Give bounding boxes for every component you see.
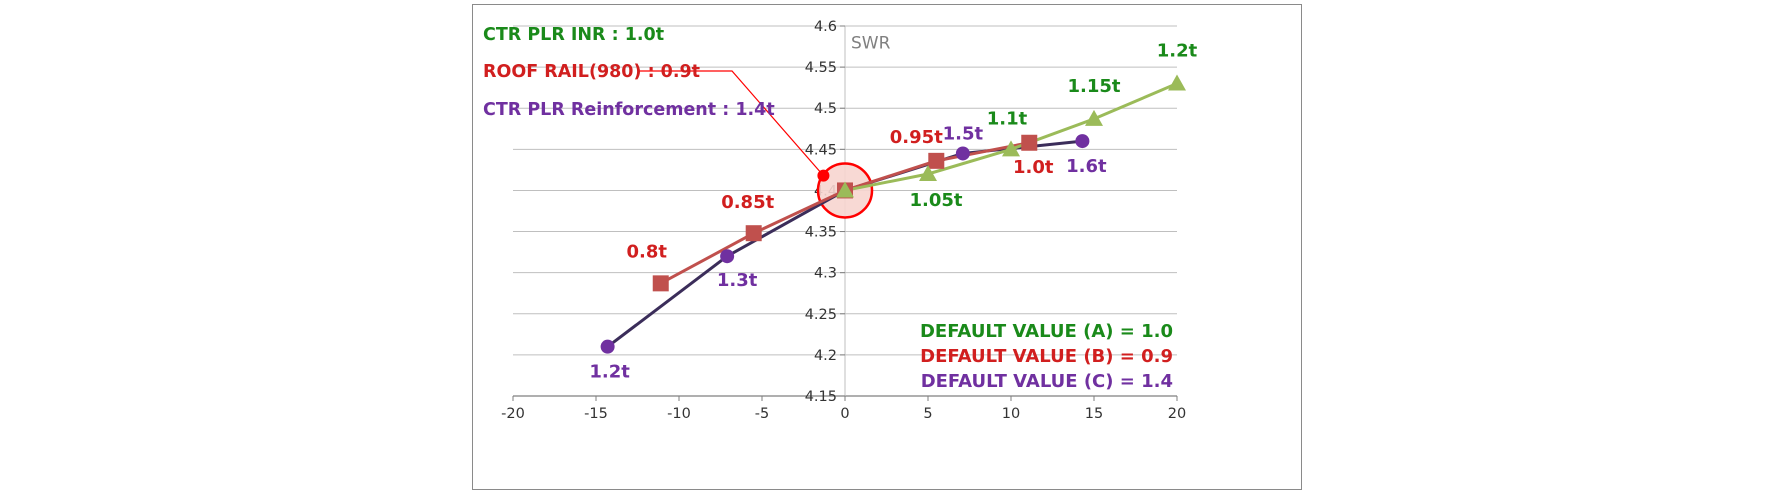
y-tick-label: 4.45	[805, 142, 837, 158]
x-tick-label: 10	[1002, 406, 1020, 422]
point-label: 1.2t	[589, 362, 630, 383]
point-label: 0.85t	[721, 192, 774, 213]
default-value-note: DEFAULT VALUE (C) = 1.4	[921, 371, 1173, 392]
point-label: 1.5t	[943, 123, 984, 144]
data-point-square	[928, 152, 945, 169]
x-tick-label: -10	[667, 406, 691, 422]
legend-entry: CTR PLR INR : 1.0t	[483, 25, 664, 45]
y-tick-label: 4.15	[805, 389, 837, 405]
callout-dot	[817, 169, 830, 182]
x-tick-label: 0	[840, 406, 849, 422]
data-point-square	[745, 225, 762, 242]
legend-entry: ROOF RAIL(980) : 0.9t	[483, 62, 700, 82]
point-label: 0.8t	[626, 241, 667, 262]
y-tick-label: 4.35	[805, 225, 837, 241]
x-tick-label: -20	[501, 406, 525, 422]
point-label: 1.05t	[909, 190, 962, 211]
point-label: 1.1t	[987, 108, 1028, 129]
y-tick-label: 4.5	[814, 101, 837, 117]
y-tick-label: 4.3	[814, 266, 837, 282]
y-axis-title: SWR	[851, 33, 891, 53]
x-tick-label: -15	[584, 406, 608, 422]
x-tick-label: -5	[755, 406, 769, 422]
x-tick-label: 20	[1168, 406, 1186, 422]
point-label: 1.0t	[1013, 157, 1054, 178]
data-point-triangle	[919, 165, 937, 181]
data-point-triangle	[1168, 74, 1186, 91]
data-point-triangle	[1002, 140, 1020, 157]
data-point-triangle	[1085, 109, 1103, 126]
point-label: 1.15t	[1067, 76, 1120, 97]
default-value-note: DEFAULT VALUE (B) = 0.9	[920, 346, 1173, 367]
point-label: 1.6t	[1066, 156, 1107, 177]
chart-frame: -20 -15 -10 -5 0 5 10 15 20 4.15 4.2 4.25 4.3 4.35 4.4…	[472, 4, 1302, 490]
point-label: 1.3t	[717, 270, 758, 291]
x-tick-label: 5	[923, 406, 932, 422]
data-point-square	[1021, 134, 1038, 151]
legend-entry: CTR PLR Reinforcement : 1.4t	[483, 100, 775, 120]
callout-leader-line	[638, 70, 824, 177]
default-value-note: DEFAULT VALUE (A) = 1.0	[920, 321, 1173, 342]
y-tick-label: 4.25	[805, 307, 837, 323]
data-point-triangle	[836, 181, 854, 198]
y-tick-label: 4.6	[814, 19, 837, 35]
point-label: 0.95t	[890, 127, 943, 148]
data-point-square	[652, 275, 669, 292]
data-point-circle	[1075, 134, 1090, 149]
y-tick-label: 4.55	[805, 60, 837, 76]
y-tick-label: 4.2	[814, 348, 837, 364]
data-point-circle	[720, 249, 735, 264]
data-point-circle	[600, 339, 615, 354]
swr-line-chart: -20 -15 -10 -5 0 5 10 15 20 4.15 4.2 4.25 4.3 4.35 4.4…	[483, 19, 1198, 422]
x-tick-label: 15	[1085, 406, 1103, 422]
point-label: 1.2t	[1157, 41, 1198, 62]
data-point-circle	[955, 146, 970, 161]
